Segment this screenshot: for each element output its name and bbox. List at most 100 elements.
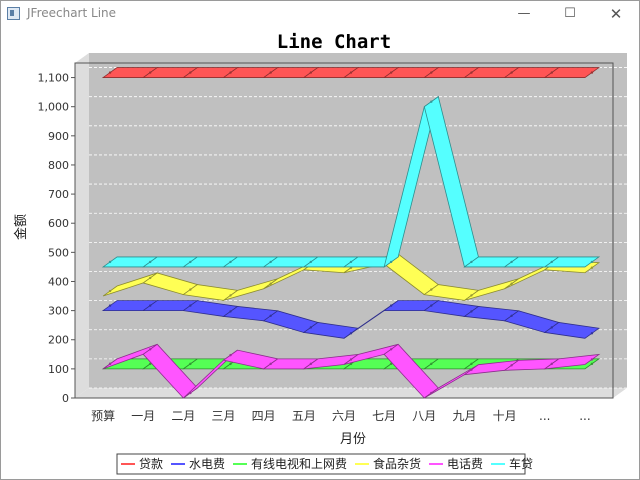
data-point: [149, 276, 152, 280]
x-tick-label: 九月: [452, 409, 476, 423]
data-point: [149, 304, 152, 307]
data-point: [349, 358, 353, 361]
data-point: [510, 364, 513, 367]
y-tick-label: 400: [48, 275, 69, 288]
data-point: [229, 310, 232, 313]
data-point: [510, 282, 513, 285]
data-point: [229, 353, 232, 357]
data-point: [108, 362, 112, 366]
data-point: [269, 282, 272, 285]
x-tick-label: 预算: [91, 408, 115, 423]
data-point: [430, 71, 433, 74]
legend: 贷款 水电费 有线电视和上网费 食品杂货 电话费 车贷: [116, 453, 533, 475]
data-point: [149, 71, 152, 74]
data-point: [389, 304, 393, 307]
data-point: [590, 71, 594, 74]
data-point: [550, 326, 553, 329]
line-segment: [543, 322, 600, 339]
data-point: [189, 260, 192, 264]
data-point: [389, 260, 393, 264]
close-button[interactable]: ✕: [609, 5, 623, 23]
data-point: [149, 362, 152, 366]
data-point: [229, 260, 232, 264]
data-point: [189, 288, 192, 291]
data-point: [590, 266, 594, 269]
data-point: [229, 71, 232, 74]
data-point: [349, 71, 353, 74]
y-tick-label: 600: [48, 217, 69, 230]
y-tick-label: 1,100: [38, 72, 70, 85]
data-point: [550, 260, 553, 264]
data-point: [349, 332, 353, 335]
plot-floor: [75, 388, 627, 398]
title-bar[interactable]: JFreechart Line — ☐ ✕: [1, 1, 639, 27]
data-point: [430, 391, 433, 395]
series-2: [101, 300, 600, 339]
plot-outline: [74, 62, 614, 399]
data-point: [309, 326, 313, 329]
series-1: [101, 67, 601, 78]
data-point: [470, 368, 473, 371]
x-tick-label: 六月: [332, 409, 356, 423]
legend-item: 水电费: [189, 457, 225, 471]
y-tick-label: 100: [48, 363, 69, 376]
data-point: [189, 391, 192, 395]
data-point: [550, 362, 553, 366]
x-tick-label: 二月: [171, 409, 195, 423]
x-tick-label: 三月: [212, 409, 236, 423]
data-point: [108, 260, 112, 264]
maximize-button[interactable]: ☐: [564, 6, 576, 21]
data-point: [430, 304, 433, 307]
app-icon: [7, 7, 20, 20]
data-point: [470, 310, 473, 313]
plot-background: [89, 53, 627, 388]
x-tick-label: 七月: [372, 409, 396, 423]
data-point: [108, 289, 112, 293]
plot-area: 0 100 200 300 400 500 600 700 800 900 1,000 1,100 预算…: [38, 53, 627, 423]
y-tick-label: 500: [48, 246, 69, 259]
data-point: [430, 100, 433, 103]
data-point: [309, 362, 313, 366]
plot-side-wall: [75, 53, 89, 398]
series-6: [101, 95, 601, 268]
data-point: [108, 304, 112, 307]
data-point: [269, 314, 272, 318]
data-point: [189, 304, 192, 307]
data-point: [149, 348, 152, 351]
data-point: [269, 260, 272, 264]
legend-item: 有线电视和上网费: [251, 456, 347, 471]
legend-item: 贷款: [139, 457, 163, 471]
legend-item: 食品杂货: [373, 456, 421, 471]
minimize-button[interactable]: —: [517, 6, 531, 21]
data-point: [470, 362, 473, 366]
x-tick-label: 十月: [493, 409, 517, 423]
data-point: [229, 294, 232, 297]
x-tick-label: ...: [539, 409, 550, 423]
y-tick-label: 0: [62, 392, 69, 405]
y-tick-label: 800: [48, 159, 69, 172]
data-point: [229, 362, 232, 366]
window-title: JFreechart Line: [27, 6, 117, 20]
data-point: [389, 348, 393, 351]
line-chart: Line Chart 0 100 200 300 400 500 600 700 800 900 1…: [13, 31, 627, 475]
line-segment: [543, 353, 601, 370]
data-point: [430, 288, 433, 291]
data-point: [149, 260, 152, 264]
y-tick-label: 1,000: [38, 101, 70, 114]
data-point: [389, 362, 393, 366]
data-point: [430, 362, 433, 366]
x-axis-label: 月份: [340, 432, 366, 447]
legend-box: [116, 453, 526, 475]
chart-title: Line Chart: [277, 31, 391, 53]
y-axis-label: 金额: [13, 214, 29, 240]
data-point: [510, 314, 513, 318]
y-tick-label: 300: [48, 305, 69, 318]
data-point: [590, 260, 594, 264]
x-tick-label: 八月: [412, 409, 436, 423]
data-point: [389, 71, 393, 74]
data-point: [349, 260, 353, 264]
y-tick-label: 700: [48, 188, 69, 201]
data-point: [510, 260, 513, 264]
x-tick-label: 五月: [292, 409, 316, 423]
